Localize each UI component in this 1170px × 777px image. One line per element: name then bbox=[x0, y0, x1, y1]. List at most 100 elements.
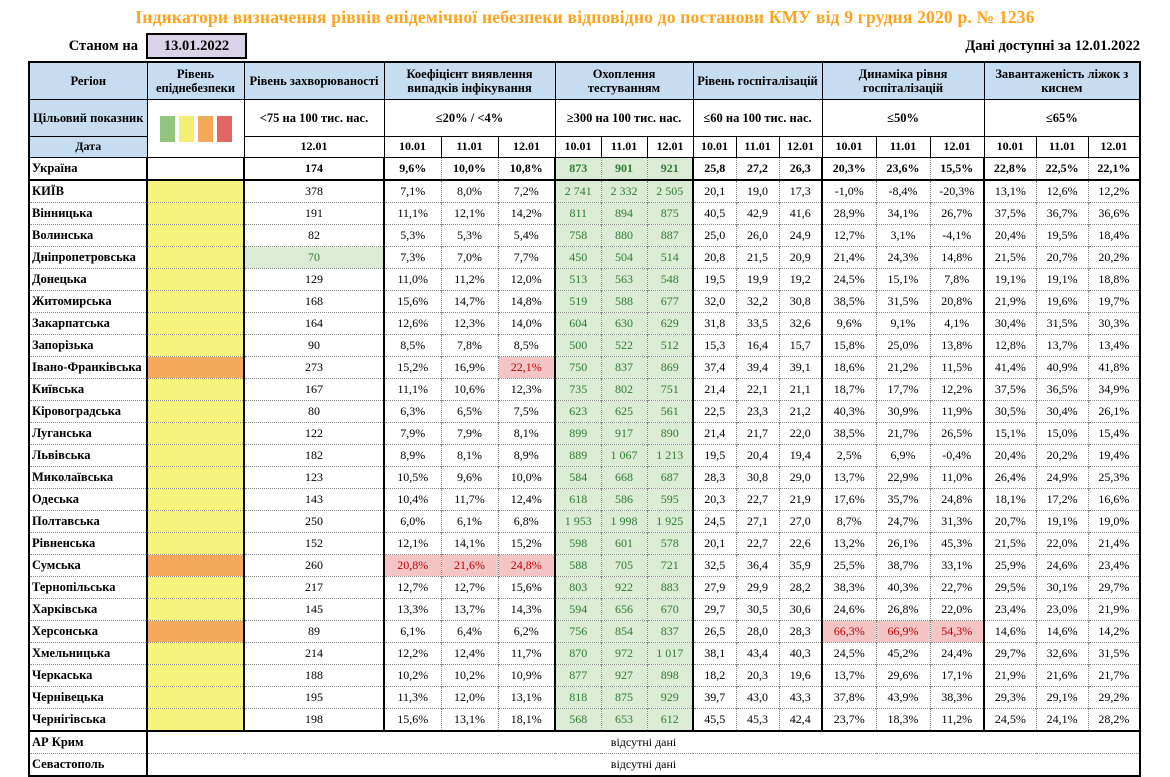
col-header-region: Регіон bbox=[28, 61, 148, 100]
beds-cell: 23,4% bbox=[983, 598, 1037, 621]
region-name: Волинська bbox=[29, 224, 147, 247]
beds-cell: 19,6% bbox=[1035, 290, 1089, 313]
detection-cell: 12,7% bbox=[440, 576, 498, 599]
detection-cell: 11,3% bbox=[383, 686, 441, 709]
detection-cell: 22,1% bbox=[497, 356, 556, 379]
testing-cell: 922 bbox=[600, 576, 648, 599]
hospitalization-cell: 15,3 bbox=[692, 334, 737, 357]
testing-cell: 584 bbox=[554, 466, 602, 489]
table-row: Сумська 260 20,8% 21,6% 24,8% 588 705 721 32,5 36… bbox=[29, 554, 1141, 577]
dynamics-cell: -0,4% bbox=[929, 444, 985, 467]
hospitalization-cell: 29,0 bbox=[778, 466, 823, 489]
as-of-date-box: 13.01.2022 bbox=[146, 33, 247, 59]
dynamics-cell: 22,7% bbox=[929, 576, 985, 599]
dynamics-cell: 66,9% bbox=[875, 620, 931, 643]
dynamics-cell: 26,8% bbox=[875, 598, 931, 621]
region-name: Вінницька bbox=[29, 202, 147, 225]
testing-cell: 595 bbox=[646, 488, 694, 511]
dynamics-cell: 66,3% bbox=[821, 620, 877, 643]
detection-cell: 14,1% bbox=[440, 532, 498, 555]
table-row: Житомирська 168 15,6% 14,7% 14,8% 519 588 677 32… bbox=[29, 290, 1141, 313]
detection-cell: 16,9% bbox=[440, 356, 498, 379]
epidemic-level-cell bbox=[146, 157, 244, 181]
epidemic-level-cell bbox=[146, 356, 244, 379]
epidemic-level-cell bbox=[146, 664, 244, 687]
hospitalization-cell: 40,3 bbox=[778, 642, 823, 665]
testing-cell: 705 bbox=[600, 554, 648, 577]
hospitalization-cell: 32,5 bbox=[692, 554, 737, 577]
beds-cell: 36,5% bbox=[1035, 378, 1089, 401]
detection-cell: 12,1% bbox=[383, 532, 441, 555]
dynamics-cell: 9,1% bbox=[875, 312, 931, 335]
region-name: Харківська bbox=[29, 598, 147, 621]
detection-cell: 12,0% bbox=[440, 686, 498, 709]
hospitalization-cell: 33,5 bbox=[735, 312, 780, 335]
beds-cell: 13,1% bbox=[983, 179, 1037, 203]
detection-cell: 12,3% bbox=[440, 312, 498, 335]
beds-cell: 19,4% bbox=[1087, 444, 1141, 467]
beds-cell: 34,9% bbox=[1087, 378, 1141, 401]
dynamics-cell: 45,2% bbox=[875, 642, 931, 665]
testing-cell: 588 bbox=[554, 554, 602, 577]
hospitalization-cell: 31,8 bbox=[692, 312, 737, 335]
dynamics-cell: 31,3% bbox=[929, 510, 985, 533]
beds-cell: 16,6% bbox=[1087, 488, 1141, 511]
region-name: Сумська bbox=[29, 554, 147, 577]
testing-cell: 1 213 bbox=[646, 444, 694, 467]
col-header-incidence: Рівень захворюваності bbox=[243, 61, 385, 100]
hospitalization-cell: 26,3 bbox=[778, 157, 823, 181]
incidence-cell: 70 bbox=[243, 246, 384, 269]
testing-cell: 854 bbox=[600, 620, 648, 643]
hospitalization-cell: 20,8 bbox=[692, 246, 737, 269]
beds-cell: 18,8% bbox=[1087, 268, 1141, 291]
testing-cell: 758 bbox=[554, 224, 602, 247]
detection-cell: 10,0% bbox=[440, 157, 498, 181]
beds-cell: 14,6% bbox=[1035, 620, 1089, 643]
beds-cell: 41,8% bbox=[1087, 356, 1141, 379]
beds-cell: 26,1% bbox=[1087, 400, 1141, 423]
table-row: Волинська 82 5,3% 5,3% 5,4% 758 880 887 25,0 26,0… bbox=[29, 224, 1141, 247]
hospitalization-cell: 29,7 bbox=[692, 598, 737, 621]
incidence-cell: 89 bbox=[243, 620, 384, 643]
hospitalization-cell: 30,5 bbox=[735, 598, 780, 621]
incidence-cell: 191 bbox=[243, 202, 384, 225]
incidence-cell: 152 bbox=[243, 532, 384, 555]
dynamics-cell: -1,0% bbox=[821, 179, 877, 203]
dynamics-cell: 24,6% bbox=[821, 598, 877, 621]
testing-cell: 568 bbox=[554, 708, 602, 731]
hospitalization-cell: 18,2 bbox=[692, 664, 737, 687]
dynamics-cell: 54,3% bbox=[929, 620, 985, 643]
table-row: Миколаївська 123 10,5% 9,6% 10,0% 584 668 687 28… bbox=[29, 466, 1141, 489]
beds-cell: 20,2% bbox=[1087, 246, 1141, 269]
testing-cell: 929 bbox=[646, 686, 694, 709]
dynamics-cell: 17,6% bbox=[821, 488, 877, 511]
region-name: Україна bbox=[29, 157, 147, 181]
testing-cell: 869 bbox=[646, 356, 694, 379]
epidemic-level-cell bbox=[146, 202, 244, 225]
beds-cell: 21,5% bbox=[983, 246, 1037, 269]
beds-cell: 12,8% bbox=[983, 334, 1037, 357]
detection-cell: 9,6% bbox=[383, 157, 441, 181]
dynamics-cell: 12,7% bbox=[821, 224, 877, 247]
testing-cell: 721 bbox=[646, 554, 694, 577]
beds-cell: 20,4% bbox=[983, 224, 1037, 247]
region-name: Чернігівська bbox=[29, 708, 147, 731]
hospitalization-cell: 24,9 bbox=[778, 224, 823, 247]
detection-cell: 7,8% bbox=[440, 334, 498, 357]
target-hospitalization: ≤60 на 100 тис. нас. bbox=[692, 99, 823, 137]
hospitalization-cell: 19,4 bbox=[778, 444, 823, 467]
beds-cell: 30,5% bbox=[983, 400, 1037, 423]
beds-cell: 36,7% bbox=[1035, 202, 1089, 225]
detection-cell: 13,1% bbox=[497, 686, 556, 709]
dynamics-cell: 18,6% bbox=[821, 356, 877, 379]
testing-cell: 1 953 bbox=[554, 510, 602, 533]
detection-cell: 13,1% bbox=[440, 708, 498, 731]
hospitalization-cell: 43,4 bbox=[735, 642, 780, 665]
detection-cell: 7,1% bbox=[383, 179, 441, 203]
dynamics-cell: -4,1% bbox=[929, 224, 985, 247]
table-row: Полтавська 250 6,0% 6,1% 6,8% 1 953 1 998 1 925… bbox=[29, 510, 1141, 533]
beds-cell: 29,2% bbox=[1087, 686, 1141, 709]
detection-cell: 14,7% bbox=[440, 290, 498, 313]
epidemic-level-cell bbox=[146, 488, 244, 511]
hospitalization-cell: 42,9 bbox=[735, 202, 780, 225]
